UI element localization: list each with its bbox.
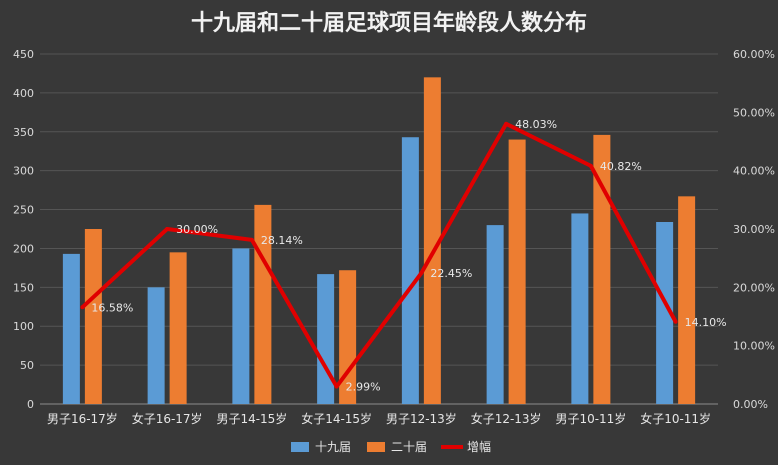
category-label: 女子14-15岁 (301, 411, 372, 426)
chart-title: 十九届和二十届足球项目年龄段人数分布 (191, 10, 587, 36)
left-tick-label: 0 (27, 398, 34, 411)
category-label: 男子10-11岁 (555, 411, 626, 426)
bar-十九届-1 (147, 287, 165, 404)
bar-二十届-1 (169, 252, 187, 404)
growth-point (165, 227, 170, 231)
growth-point (504, 121, 509, 126)
bar-二十届-4 (423, 77, 441, 404)
right-tick-label: 0.00% (733, 398, 768, 411)
growth-data-label: 16.58% (91, 301, 133, 314)
growth-point (80, 305, 85, 310)
right-tick-label: 40.00% (733, 165, 775, 178)
left-tick-label: 100 (13, 320, 34, 333)
grid-lines (40, 53, 718, 405)
left-tick-label: 350 (13, 126, 34, 139)
bar-十九届-3 (317, 274, 335, 404)
growth-data-label: 28.14% (261, 234, 303, 247)
growth-point (673, 319, 678, 324)
left-axis: 0 50 100 150 200 250 300 350 400 450 (13, 48, 34, 411)
legend-swatch (367, 442, 385, 452)
right-tick-label: 60.00% (733, 48, 775, 61)
left-tick-label: 300 (13, 165, 34, 178)
growth-data-label: 22.45% (430, 267, 472, 280)
bar-十九届-4 (401, 137, 419, 404)
right-tick-label: 50.00% (733, 106, 775, 119)
legend-label: 十九届 (315, 440, 351, 454)
category-label: 男子14-15岁 (216, 411, 287, 426)
bar-十九届-6 (571, 213, 589, 404)
right-tick-label: 30.00% (733, 223, 775, 236)
bar-series (62, 77, 696, 405)
legend-swatch (291, 442, 309, 452)
growth-point (588, 163, 593, 168)
bar-十九届-2 (232, 248, 250, 404)
left-tick-label: 50 (20, 359, 34, 372)
bar-二十届-0 (84, 229, 102, 404)
left-tick-label: 450 (13, 48, 34, 61)
category-label: 女子10-11岁 (640, 411, 711, 426)
growth-line (81, 121, 678, 389)
right-tick-label: 20.00% (733, 281, 775, 294)
left-tick-label: 400 (13, 87, 34, 100)
right-axis: 0.00% 10.00% 20.00% 30.00% 40.00% 50.00% 60.00… (733, 48, 775, 411)
growth-data-label: 30.00% (176, 223, 218, 236)
bar-十九届-7 (656, 222, 674, 404)
category-label: 男子16-17岁 (47, 411, 118, 426)
left-tick-label: 200 (13, 242, 34, 255)
left-tick-label: 150 (13, 281, 34, 294)
category-label: 男子12-13岁 (386, 411, 457, 426)
right-tick-label: 10.00% (733, 340, 775, 353)
bar-二十届-5 (508, 139, 526, 405)
category-axis: 男子16-17岁 女子16-17岁 男子14-15岁 女子14-15岁 男子12-13岁… (47, 411, 711, 426)
bar-二十届-7 (678, 196, 696, 404)
growth-data-label: 14.10% (685, 316, 727, 329)
legend: 十九届 二十届 增幅 (291, 439, 491, 454)
growth-data-label: 2.99% (346, 381, 381, 394)
growth-data-label: 40.82% (600, 160, 642, 173)
bar-十九届-0 (62, 253, 80, 404)
bar-二十届-3 (339, 270, 357, 404)
growth-point (419, 271, 424, 276)
growth-point (249, 237, 254, 242)
category-label: 女子12-13岁 (471, 411, 542, 426)
legend-label: 增幅 (467, 439, 491, 454)
line-series: 16.58% 30.00% 28.14% 2.99% 22.45% 48.03% 40.82… (80, 118, 727, 394)
left-tick-label: 250 (13, 204, 34, 217)
growth-point (334, 384, 339, 389)
legend-label: 二十届 (391, 440, 427, 454)
category-label: 女子16-17岁 (132, 411, 203, 426)
bar-二十届-6 (593, 134, 611, 404)
growth-data-label: 48.03% (515, 118, 557, 131)
bar-十九届-5 (486, 225, 504, 404)
